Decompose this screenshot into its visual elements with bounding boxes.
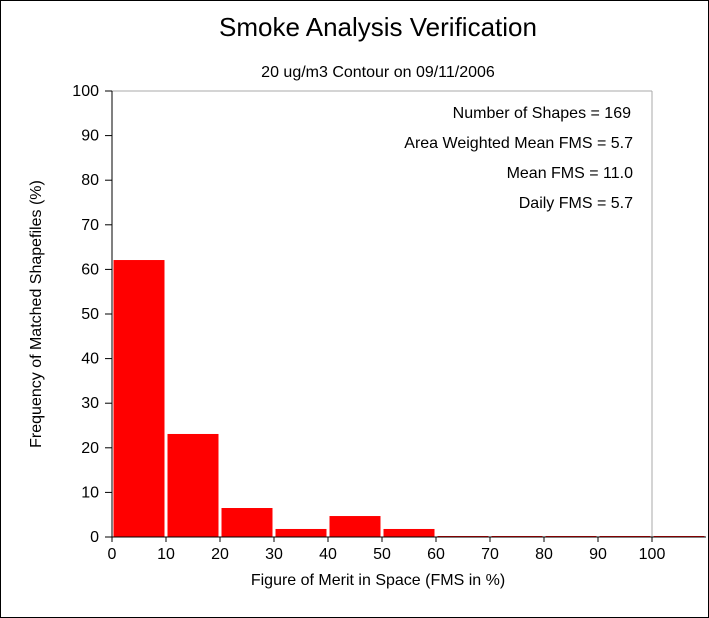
x-tick-label-10: 100 bbox=[639, 546, 666, 563]
bar-5 bbox=[383, 528, 435, 537]
y-tick-label-1: 10 bbox=[81, 484, 99, 501]
x-tick-label-3: 30 bbox=[265, 546, 283, 563]
x-tick-label-6: 60 bbox=[427, 546, 445, 563]
annotation-3: Daily FMS = 5.7 bbox=[519, 195, 633, 212]
plot-area: 0 10 20 30 40 50 60 70 80 90 100 0 10 20 30 40 50 60 70 80 9… bbox=[72, 83, 706, 563]
x-tick-label-0: 0 bbox=[108, 546, 117, 563]
x-tick-label-2: 20 bbox=[211, 546, 229, 563]
chart-subtitle: 20 ug/m3 Contour on 09/11/2006 bbox=[261, 64, 495, 81]
x-tick-label-1: 10 bbox=[157, 546, 175, 563]
y-tick-label-5: 50 bbox=[81, 306, 99, 323]
y-tick-label-7: 70 bbox=[81, 217, 99, 234]
x-tick-label-9: 90 bbox=[589, 546, 607, 563]
chart-title: Smoke Analysis Verification bbox=[219, 12, 537, 42]
x-tick-label-8: 80 bbox=[535, 546, 553, 563]
bar-1 bbox=[167, 433, 219, 537]
y-axis-label: Frequency of Matched Shapefiles (%) bbox=[28, 180, 45, 448]
bar-2 bbox=[221, 508, 273, 537]
bar-0 bbox=[113, 260, 165, 537]
y-tick-label-0: 0 bbox=[90, 529, 99, 546]
y-tick-label-9: 90 bbox=[81, 128, 99, 145]
y-tick-label-8: 80 bbox=[81, 172, 99, 189]
y-tick-label-6: 60 bbox=[81, 261, 99, 278]
annotation-1: Area Weighted Mean FMS = 5.7 bbox=[404, 135, 633, 152]
annotation-0: Number of Shapes = 169 bbox=[453, 105, 631, 122]
annotation-2: Mean FMS = 11.0 bbox=[507, 165, 634, 182]
x-tick-label-4: 40 bbox=[319, 546, 337, 563]
x-tick-label-7: 70 bbox=[481, 546, 499, 563]
y-tick-label-2: 20 bbox=[81, 440, 99, 457]
y-tick-label-10: 100 bbox=[72, 83, 99, 100]
x-axis-label: Figure of Merit in Space (FMS in %) bbox=[251, 572, 505, 589]
y-tick-label-3: 30 bbox=[81, 395, 99, 412]
bar-4 bbox=[329, 516, 381, 537]
x-tick-label-5: 50 bbox=[373, 546, 391, 563]
bar-3 bbox=[275, 528, 327, 537]
y-tick-label-4: 40 bbox=[81, 351, 99, 368]
